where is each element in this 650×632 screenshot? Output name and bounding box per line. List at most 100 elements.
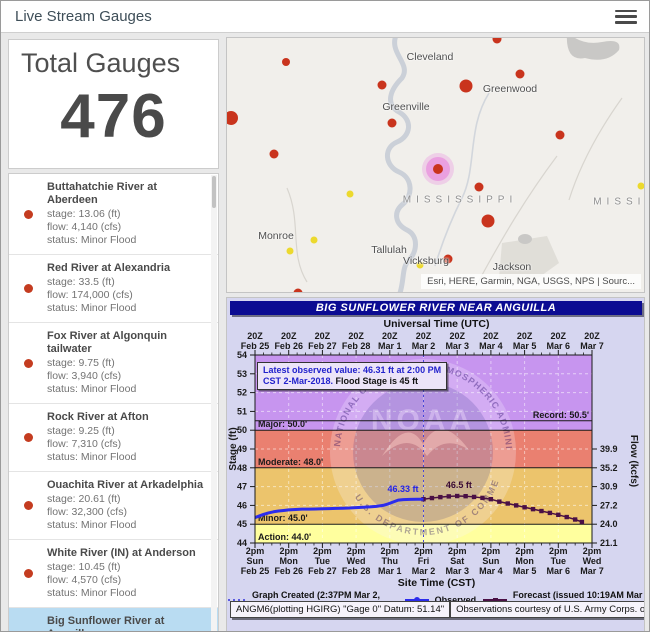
svg-text:Action: 44.0': Action: 44.0' <box>258 532 311 542</box>
gauge-marker[interactable] <box>474 182 484 192</box>
svg-text:46.33 ft: 46.33 ft <box>387 484 418 494</box>
gauge-status: status: Minor Flood <box>47 451 137 463</box>
svg-text:47: 47 <box>237 482 247 492</box>
map-panel[interactable]: Cleveland Greenwood Greenville Monroe Tallul… <box>226 37 645 293</box>
gauge-name: Red River at Alexandria <box>47 262 171 274</box>
svg-text:Sun: Sun <box>482 556 499 566</box>
svg-text:Moderate: 48.0': Moderate: 48.0' <box>258 457 323 467</box>
svg-text:Mar 7: Mar 7 <box>580 341 604 351</box>
gauge-marker[interactable] <box>416 261 424 269</box>
svg-text:2pm: 2pm <box>313 546 332 556</box>
list-item[interactable]: Fox River at Algonquin tailwater stage: … <box>9 323 218 404</box>
gauge-marker[interactable] <box>555 130 565 140</box>
page-title: Live Stream Gauges <box>15 8 152 25</box>
legend-observed-label: Observed <box>434 595 477 605</box>
svg-text:2pm: 2pm <box>515 546 534 556</box>
svg-text:20Z: 20Z <box>449 331 465 341</box>
svg-text:Mon: Mon <box>515 556 534 566</box>
gauge-name: Buttahatchie River at Aberdeen <box>47 181 158 206</box>
svg-text:53: 53 <box>237 369 247 379</box>
gauge-name: Ouachita River at Arkadelphia <box>47 479 204 491</box>
gauge-status: status: Minor Flood <box>47 519 137 531</box>
legend-forecast-swatch <box>483 598 507 603</box>
list-item-selected[interactable]: Big Sunflower River at Anguilla stage: 4… <box>9 608 218 631</box>
svg-text:Feb 25: Feb 25 <box>241 566 270 576</box>
gauge-marker[interactable] <box>433 164 443 174</box>
svg-text:Mar 5: Mar 5 <box>513 341 537 351</box>
svg-text:30.9: 30.9 <box>600 482 618 492</box>
svg-text:Mar 4: Mar 4 <box>479 341 503 351</box>
gauge-status-dot <box>23 569 33 578</box>
hydrograph-panel: NATIONAL OCEANIC AND ATMOSPHERIC ADMINIS… <box>226 297 645 631</box>
gauge-marker[interactable] <box>346 190 354 198</box>
gauge-stage: stage: 13.06 (ft) <box>47 208 121 220</box>
gauge-status: status: Minor Flood <box>47 587 137 599</box>
gauge-marker[interactable] <box>293 288 303 294</box>
gauge-marker[interactable] <box>515 69 525 79</box>
svg-text:Feb 28: Feb 28 <box>342 341 371 351</box>
infobox-line2-date: CST 2-Mar-2018. <box>263 376 334 386</box>
svg-text:2pm: 2pm <box>381 546 400 556</box>
gauge-status: status: Minor Flood <box>47 234 137 246</box>
gauge-marker[interactable] <box>269 149 279 159</box>
scrollbar-thumb[interactable] <box>212 176 216 208</box>
gauge-marker[interactable] <box>282 58 290 66</box>
svg-text:Mar 6: Mar 6 <box>547 566 571 576</box>
svg-text:20Z: 20Z <box>281 331 297 341</box>
svg-text:2pm: 2pm <box>583 546 602 556</box>
list-item[interactable]: Red River at Alexandria stage: 33.5 (ft)… <box>9 255 218 323</box>
app-header: Live Stream Gauges <box>1 1 649 33</box>
svg-text:20Z: 20Z <box>382 331 398 341</box>
list-item[interactable]: Buttahatchie River at Aberdeen stage: 13… <box>9 174 218 255</box>
gauge-flow: flow: 4,570 (cfs) <box>47 574 122 586</box>
gauge-marker[interactable] <box>310 236 318 244</box>
map-basemap <box>227 38 645 294</box>
gauge-marker[interactable] <box>492 38 502 44</box>
gauge-status-dot <box>23 501 33 510</box>
svg-text:Thu: Thu <box>382 556 399 566</box>
svg-text:Feb 28: Feb 28 <box>342 566 371 576</box>
gauge-status: status: Minor Flood <box>47 383 137 395</box>
svg-text:54: 54 <box>237 350 247 360</box>
hydrograph-title: BIG SUNFLOWER RIVER NEAR ANGUILLA <box>230 301 642 315</box>
list-item[interactable]: White River (IN) at Anderson stage: 10.4… <box>9 540 218 608</box>
svg-text:20Z: 20Z <box>483 331 499 341</box>
list-item[interactable]: Rock River at Afton stage: 9.25 (ft) flo… <box>9 404 218 472</box>
svg-text:Mar 3: Mar 3 <box>445 341 469 351</box>
svg-text:51: 51 <box>237 406 247 416</box>
gauge-status: status: Minor Flood <box>47 302 137 314</box>
hamburger-menu-icon[interactable] <box>615 9 637 24</box>
gauge-flow: flow: 174,000 (cfs) <box>47 289 133 301</box>
svg-text:Flow (kcfs): Flow (kcfs) <box>628 435 639 487</box>
gauge-marker[interactable] <box>443 254 453 264</box>
gauge-marker[interactable] <box>377 80 387 90</box>
svg-text:2pm: 2pm <box>414 546 433 556</box>
svg-text:Mar 4: Mar 4 <box>479 566 503 576</box>
gauge-name: White River (IN) at Anderson <box>47 547 196 559</box>
svg-text:Wed: Wed <box>583 556 602 566</box>
gauge-stage: stage: 20.61 (ft) <box>47 493 121 505</box>
svg-text:44: 44 <box>237 538 247 548</box>
gauge-marker[interactable] <box>387 118 397 128</box>
svg-text:27.2: 27.2 <box>600 500 618 510</box>
svg-text:21.1: 21.1 <box>600 538 618 548</box>
gauge-marker[interactable] <box>227 111 238 125</box>
svg-text:Sat: Sat <box>450 556 464 566</box>
svg-text:20Z: 20Z <box>584 331 600 341</box>
gauge-marker[interactable] <box>459 79 473 93</box>
gauge-status-dot <box>23 433 33 442</box>
list-item[interactable]: Ouachita River at Arkadelphia stage: 20.… <box>9 472 218 540</box>
gauge-marker[interactable] <box>286 247 294 255</box>
gauge-list: Buttahatchie River at Aberdeen stage: 13… <box>8 173 219 631</box>
svg-text:Feb 27: Feb 27 <box>308 341 337 351</box>
svg-text:Stage (ft): Stage (ft) <box>228 427 239 470</box>
svg-text:24.0: 24.0 <box>600 519 618 529</box>
gauge-marker[interactable] <box>481 214 495 228</box>
gauge-marker[interactable] <box>637 182 645 190</box>
list-scrollbar[interactable] <box>211 175 217 631</box>
gauge-name: Rock River at Afton <box>47 411 149 423</box>
svg-text:2pm: 2pm <box>347 546 366 556</box>
total-gauges-value: 476 <box>60 82 167 151</box>
svg-text:50: 50 <box>237 425 247 435</box>
svg-text:39.9: 39.9 <box>600 444 618 454</box>
